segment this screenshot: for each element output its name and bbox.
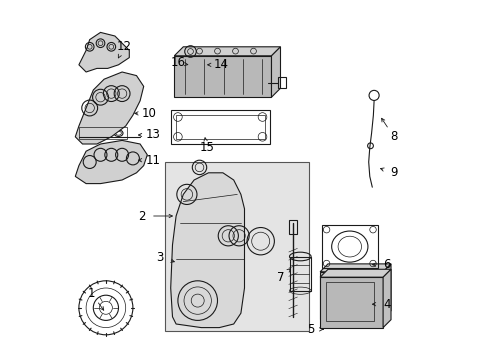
Text: 1: 1 (87, 287, 95, 300)
Bar (320, 272, 382, 319)
Bar (174, 56, 271, 97)
Bar (321, 225, 377, 268)
Text: 14: 14 (213, 58, 228, 71)
Bar (277, 77, 285, 88)
Text: 15: 15 (199, 141, 214, 154)
Text: 4: 4 (382, 298, 389, 311)
Polygon shape (382, 264, 390, 319)
Polygon shape (75, 140, 147, 184)
Bar (289, 256, 310, 291)
Polygon shape (170, 173, 244, 328)
Text: 3: 3 (156, 251, 163, 264)
Polygon shape (382, 269, 390, 328)
Polygon shape (75, 72, 143, 144)
Bar (175, 115, 264, 139)
Text: 7: 7 (276, 271, 284, 284)
Bar (170, 110, 269, 144)
Text: 13: 13 (145, 129, 160, 141)
Text: 11: 11 (145, 154, 160, 167)
Text: 9: 9 (389, 166, 397, 179)
Polygon shape (174, 47, 280, 56)
Text: 5: 5 (307, 323, 314, 336)
Text: 2: 2 (138, 210, 145, 222)
Text: 10: 10 (142, 107, 156, 120)
Bar (288, 220, 297, 234)
Polygon shape (79, 32, 129, 72)
Text: 16: 16 (170, 57, 185, 69)
Polygon shape (271, 47, 280, 97)
Bar (325, 282, 373, 321)
Bar (165, 162, 309, 331)
Text: 6: 6 (382, 258, 389, 271)
Polygon shape (320, 269, 390, 277)
Polygon shape (320, 264, 390, 272)
Bar (79, 127, 127, 139)
Text: 12: 12 (116, 40, 131, 53)
Bar (320, 277, 382, 328)
Text: 8: 8 (389, 130, 397, 143)
